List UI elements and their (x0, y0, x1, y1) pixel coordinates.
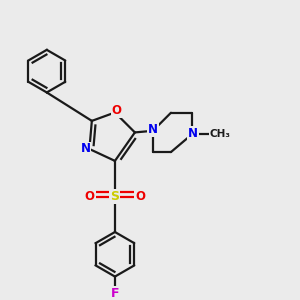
Text: N: N (148, 123, 158, 136)
Text: N: N (80, 142, 91, 155)
Text: S: S (110, 190, 119, 203)
Text: O: O (135, 190, 145, 203)
Text: N: N (188, 127, 198, 140)
Text: O: O (85, 190, 95, 203)
Text: F: F (111, 287, 119, 300)
Text: CH₃: CH₃ (210, 129, 231, 139)
Text: O: O (112, 104, 122, 117)
